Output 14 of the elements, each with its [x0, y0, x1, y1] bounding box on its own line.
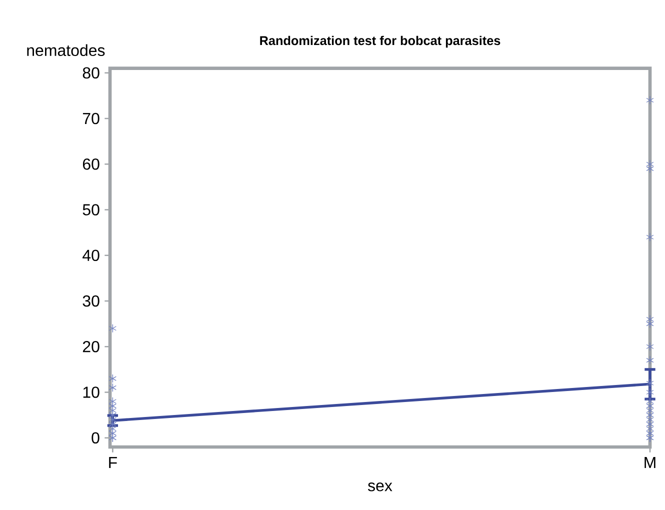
x-tick-label: F — [109, 457, 117, 468]
y-tick-label: 60 — [82, 158, 100, 170]
y-tick-label: 50 — [82, 204, 100, 216]
chart-title: Randomization test for bobcat parasites — [260, 36, 500, 48]
y-tick-label: 0 — [92, 432, 100, 444]
y-tick-label: 40 — [82, 250, 100, 262]
y-tick-label: 10 — [83, 386, 100, 398]
x-axis-title: sex — [368, 482, 392, 492]
y-axis-title: nematodes — [27, 44, 105, 56]
y-tick-label: 70 — [82, 112, 100, 124]
y-tick-label: 20 — [82, 340, 100, 352]
y-tick-label: 30 — [82, 295, 100, 307]
y-tick-label: 80 — [82, 67, 100, 79]
x-tick-label: M — [644, 457, 656, 468]
